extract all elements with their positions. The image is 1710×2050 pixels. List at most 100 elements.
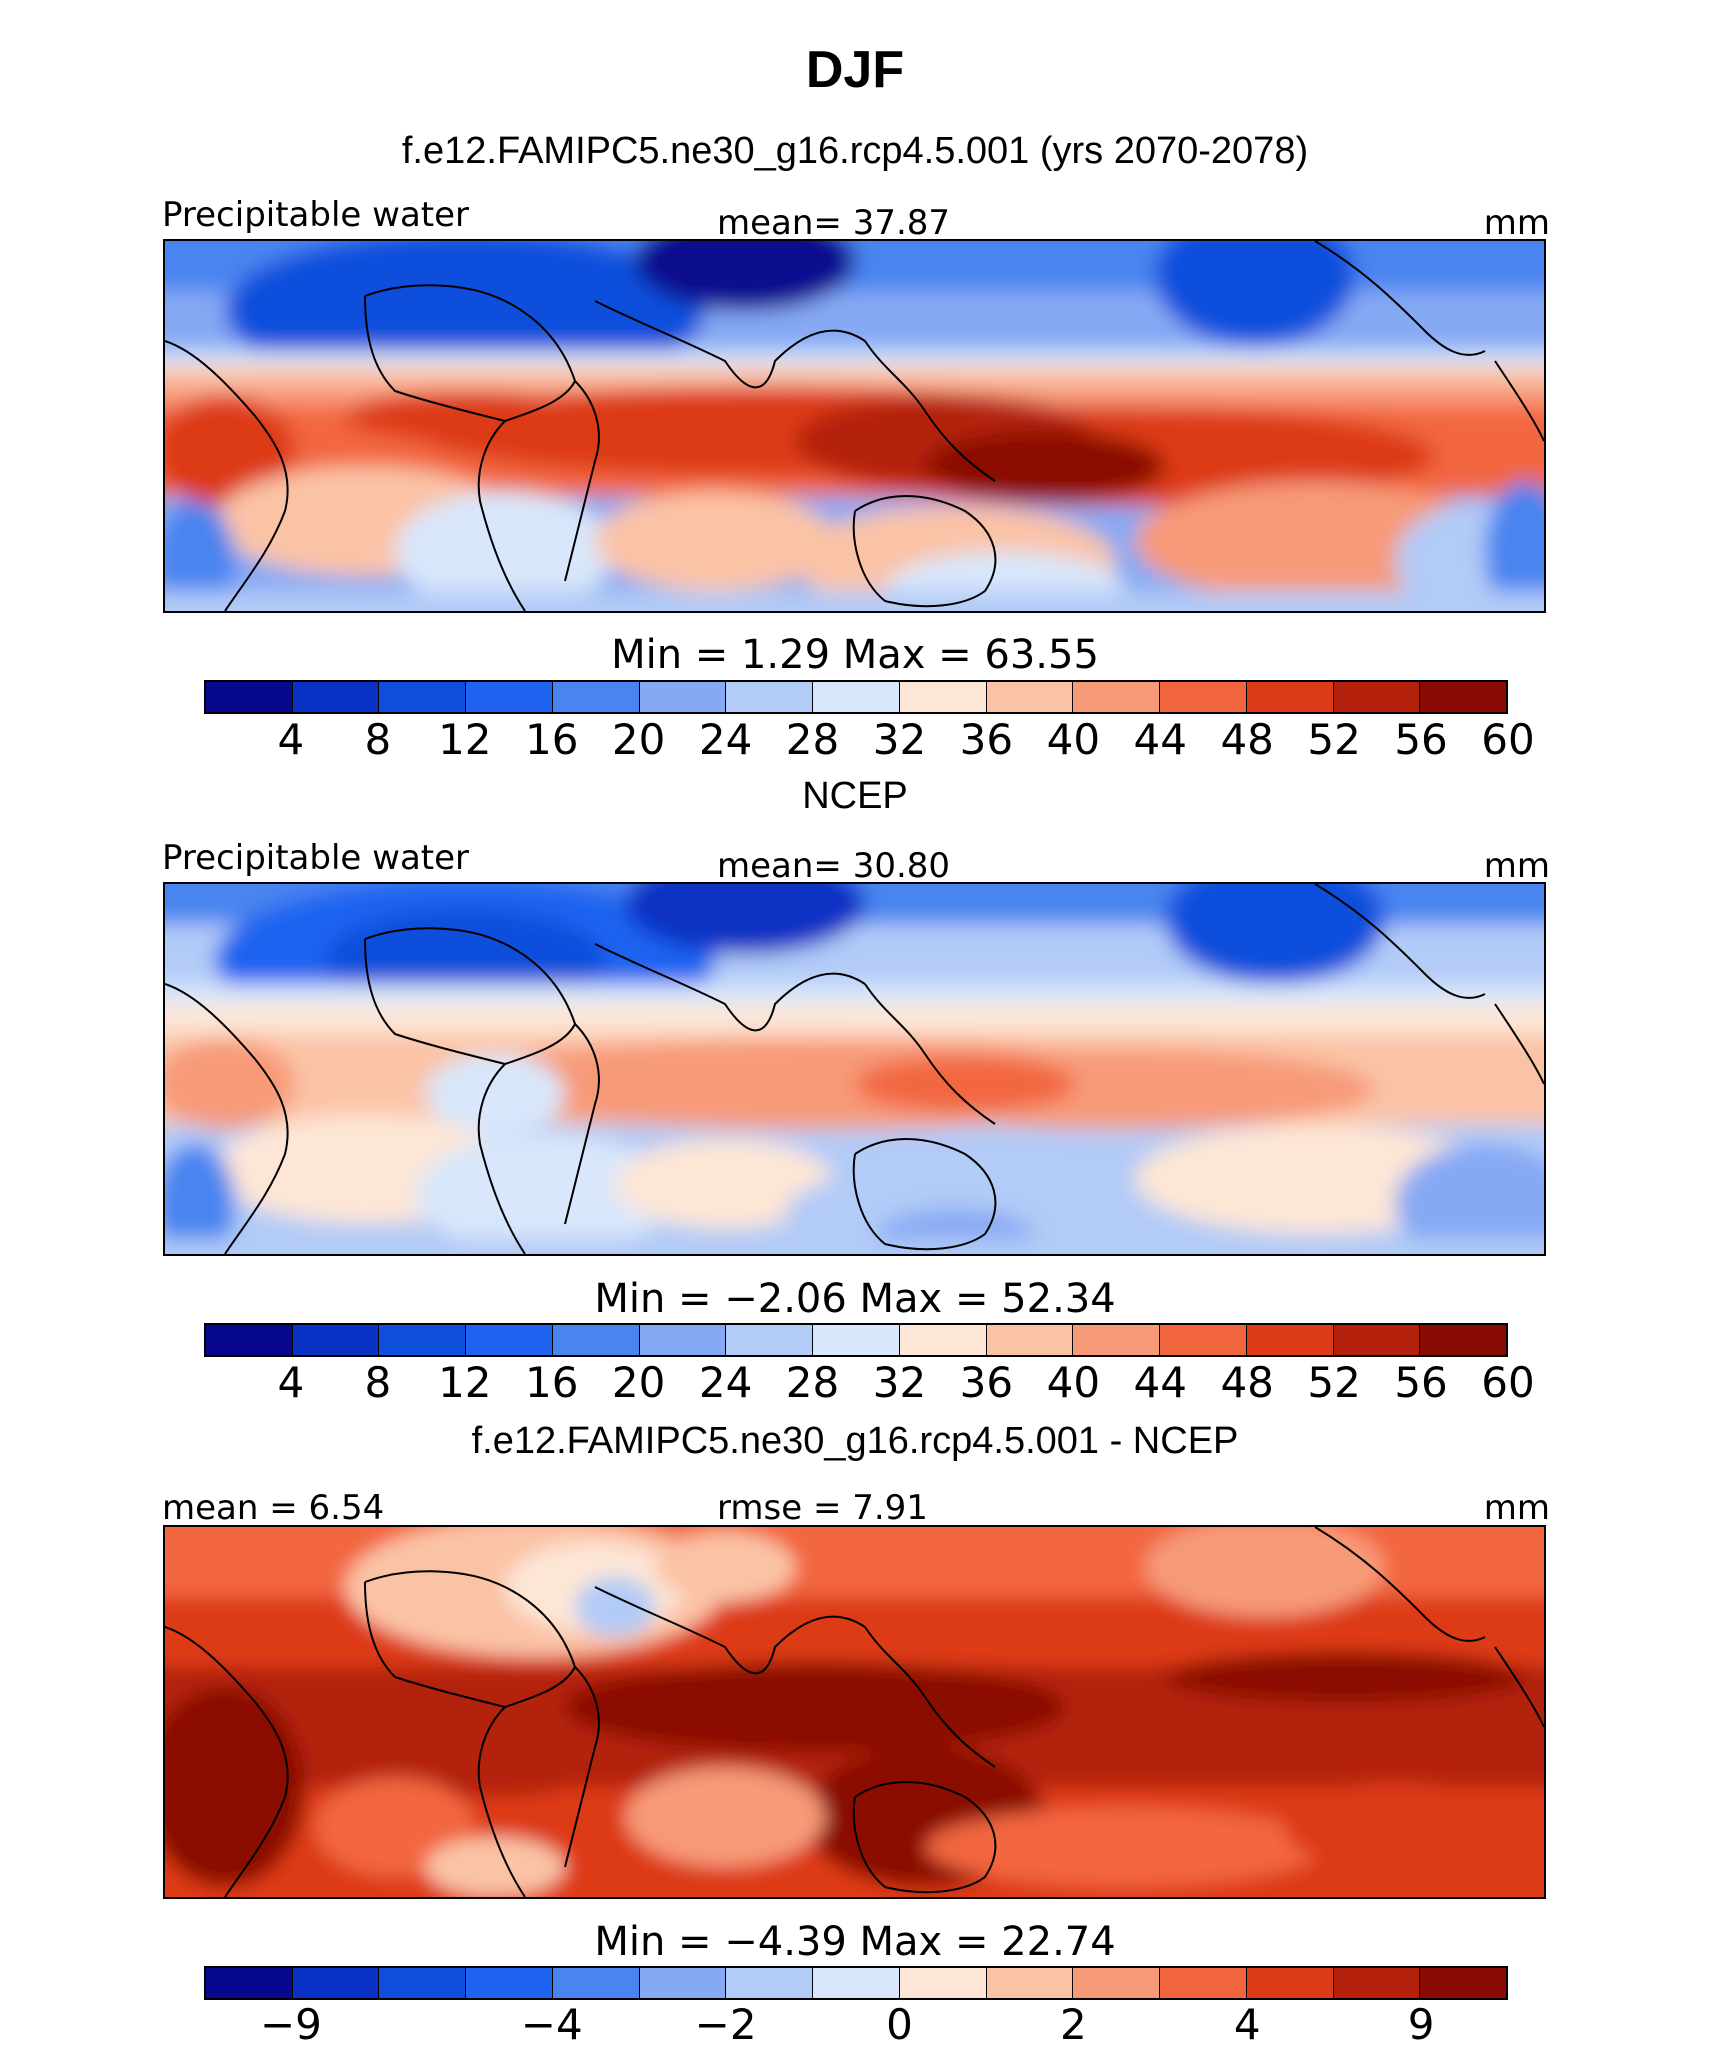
colorbar-swatch xyxy=(813,1325,900,1355)
colorbar-swatch xyxy=(726,682,814,712)
colorbar-swatch xyxy=(1160,1968,1247,1998)
colorbar-swatch xyxy=(1333,682,1421,712)
colorbar-tick-label: 36 xyxy=(959,715,1014,764)
panel-3-colorbar xyxy=(204,1966,1508,2000)
colorbar-swatch xyxy=(552,1325,640,1355)
panel-2-minmax: Min = −2.06 Max = 52.34 xyxy=(594,1276,1116,1322)
colorbar-swatch xyxy=(899,1325,987,1355)
colorbar-tick-label: −4 xyxy=(520,2000,583,2049)
colorbar-tick-label: 4 xyxy=(1233,2000,1261,2049)
colorbar-tick-label: 0 xyxy=(886,2000,913,2049)
colorbar-tick-label: 9 xyxy=(1407,2000,1435,2049)
panel-2-variable-label: Precipitable water xyxy=(162,838,470,878)
colorbar-tick-label: 4 xyxy=(277,1358,305,1407)
panel-2-colorbar-ticks: 4 8 12 16 20 24 28 32 36 40 44 48 52 56 60 xyxy=(0,1358,1710,1408)
panel-2-units-label: mm xyxy=(1483,846,1550,886)
panel-2-colorbar xyxy=(204,1323,1508,1357)
panel-1-mean-label: mean= 37.87 xyxy=(717,203,951,243)
colorbar-swatch xyxy=(466,1325,553,1355)
colorbar-tick-label: 60 xyxy=(1481,1358,1535,1407)
panel-3-units-label: mm xyxy=(1483,1488,1550,1528)
panel-1-title: f.e12.FAMIPC5.ne30_g16.rcp4.5.001 (yrs 2… xyxy=(401,130,1309,172)
panel-3-colorbar-ticks: −9 −4 −2 0 2 4 9 xyxy=(0,2000,1710,2050)
colorbar-swatch xyxy=(206,1968,293,1998)
colorbar-tick-label: 52 xyxy=(1307,1358,1361,1407)
colorbar-swatch xyxy=(552,682,640,712)
colorbar-swatch xyxy=(1420,682,1507,712)
colorbar-swatch xyxy=(292,1968,380,1998)
panel-3-minmax: Min = −4.39 Max = 22.74 xyxy=(594,1919,1116,1965)
panel-1-colorbar xyxy=(204,680,1508,714)
colorbar-swatch xyxy=(1073,682,1161,712)
panel-2-title: NCEP xyxy=(802,775,908,817)
colorbar-swatch xyxy=(292,1325,380,1355)
colorbar-tick-label: 20 xyxy=(611,1358,666,1407)
colorbar-swatch xyxy=(1160,682,1247,712)
colorbar-tick-label: 56 xyxy=(1394,1358,1448,1407)
colorbar-swatch xyxy=(813,1968,900,1998)
colorbar-tick-label: 16 xyxy=(524,715,579,764)
colorbar-swatch xyxy=(1333,1968,1421,1998)
colorbar-tick-label: 48 xyxy=(1220,715,1274,764)
colorbar-swatch xyxy=(379,1968,467,1998)
colorbar-tick-label: 2 xyxy=(1059,2000,1087,2049)
colorbar-tick-label: 60 xyxy=(1481,715,1535,764)
figure-title: DJF xyxy=(805,41,905,99)
colorbar-tick-label: −9 xyxy=(259,2000,322,2049)
colorbar-tick-label: 20 xyxy=(611,715,666,764)
colorbar-swatch xyxy=(986,682,1074,712)
colorbar-swatch xyxy=(1073,1968,1161,1998)
colorbar-swatch xyxy=(466,682,553,712)
colorbar-swatch xyxy=(1246,1325,1334,1355)
colorbar-swatch xyxy=(1246,1968,1334,1998)
panel-1-variable-label: Precipitable water xyxy=(162,195,470,235)
colorbar-swatch xyxy=(292,682,380,712)
colorbar-tick-label: 32 xyxy=(872,1358,927,1407)
colorbar-swatch xyxy=(726,1325,814,1355)
colorbar-swatch xyxy=(1333,1325,1421,1355)
colorbar-swatch xyxy=(379,1325,467,1355)
colorbar-tick-label: 40 xyxy=(1046,715,1101,764)
colorbar-swatch xyxy=(206,682,293,712)
colorbar-swatch xyxy=(639,1968,727,1998)
colorbar-tick-label: 12 xyxy=(438,715,492,764)
panel-3-rmse-label: rmse = 7.91 xyxy=(717,1488,928,1528)
colorbar-tick-label: 4 xyxy=(277,715,305,764)
colorbar-tick-label: 48 xyxy=(1220,1358,1274,1407)
colorbar-tick-label: 8 xyxy=(364,1358,392,1407)
panel-1-units-label: mm xyxy=(1483,203,1550,243)
panel-3-title: f.e12.FAMIPC5.ne30_g16.rcp4.5.001 - NCEP xyxy=(471,1420,1239,1462)
colorbar-swatch xyxy=(726,1968,814,1998)
colorbar-swatch xyxy=(1246,682,1334,712)
colorbar-tick-label: 40 xyxy=(1046,1358,1101,1407)
colorbar-tick-label: 12 xyxy=(438,1358,492,1407)
panel-2-map xyxy=(163,882,1546,1256)
colorbar-swatch xyxy=(639,682,727,712)
colorbar-tick-label: 24 xyxy=(698,1358,753,1407)
panel-1-minmax: Min = 1.29 Max = 63.55 xyxy=(611,632,1099,678)
colorbar-tick-label: 52 xyxy=(1307,715,1361,764)
colorbar-tick-label: 36 xyxy=(959,1358,1014,1407)
colorbar-tick-label: 8 xyxy=(364,715,392,764)
colorbar-swatch xyxy=(899,682,987,712)
colorbar-swatch xyxy=(1073,1325,1161,1355)
colorbar-tick-label: 44 xyxy=(1133,715,1187,764)
colorbar-swatch xyxy=(466,1968,553,1998)
colorbar-swatch xyxy=(552,1968,640,1998)
colorbar-swatch xyxy=(813,682,900,712)
colorbar-tick-label: 44 xyxy=(1133,1358,1187,1407)
colorbar-tick-label: 24 xyxy=(698,715,753,764)
colorbar-swatch xyxy=(899,1968,987,1998)
colorbar-tick-label: −2 xyxy=(694,2000,757,2049)
panel-1-colorbar-ticks: 4 8 12 16 20 24 28 32 36 40 44 48 52 56 60 xyxy=(0,715,1710,765)
colorbar-tick-label: 16 xyxy=(524,1358,579,1407)
colorbar-swatch xyxy=(1160,1325,1247,1355)
colorbar-swatch xyxy=(986,1968,1074,1998)
colorbar-tick-label: 32 xyxy=(872,715,927,764)
panel-1-map xyxy=(163,239,1546,613)
colorbar-swatch xyxy=(986,1325,1074,1355)
colorbar-swatch xyxy=(1420,1325,1507,1355)
colorbar-swatch xyxy=(1420,1968,1507,1998)
colorbar-tick-label: 56 xyxy=(1394,715,1448,764)
panel-2-mean-label: mean= 30.80 xyxy=(717,846,951,886)
